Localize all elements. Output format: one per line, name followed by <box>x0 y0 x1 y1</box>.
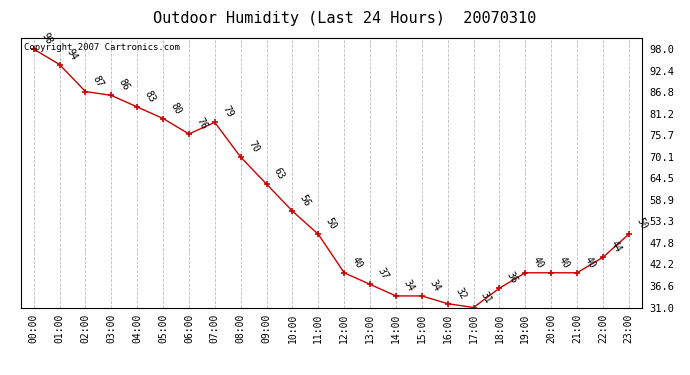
Text: 83: 83 <box>143 89 157 104</box>
Text: 98: 98 <box>39 31 54 46</box>
Text: 36: 36 <box>505 270 520 285</box>
Text: 86: 86 <box>117 77 131 93</box>
Text: 40: 40 <box>557 255 571 270</box>
Text: 94: 94 <box>65 46 79 62</box>
Text: 40: 40 <box>531 255 545 270</box>
Text: 37: 37 <box>375 266 390 282</box>
Text: 34: 34 <box>402 278 416 293</box>
Text: 44: 44 <box>609 239 623 255</box>
Text: Copyright 2007 Cartronics.com: Copyright 2007 Cartronics.com <box>23 43 179 52</box>
Text: 50: 50 <box>634 216 649 231</box>
Text: 50: 50 <box>324 216 338 231</box>
Text: 32: 32 <box>453 286 468 301</box>
Text: Outdoor Humidity (Last 24 Hours)  20070310: Outdoor Humidity (Last 24 Hours) 2007031… <box>153 11 537 26</box>
Text: 40: 40 <box>350 255 364 270</box>
Text: 34: 34 <box>427 278 442 293</box>
Text: 40: 40 <box>582 255 597 270</box>
Text: 80: 80 <box>168 100 183 116</box>
Text: 31: 31 <box>479 290 493 305</box>
Text: 76: 76 <box>195 116 209 131</box>
Text: 63: 63 <box>272 166 286 181</box>
Text: 87: 87 <box>91 74 106 89</box>
Text: 56: 56 <box>298 193 313 208</box>
Text: 70: 70 <box>246 139 261 154</box>
Text: 79: 79 <box>220 104 235 120</box>
